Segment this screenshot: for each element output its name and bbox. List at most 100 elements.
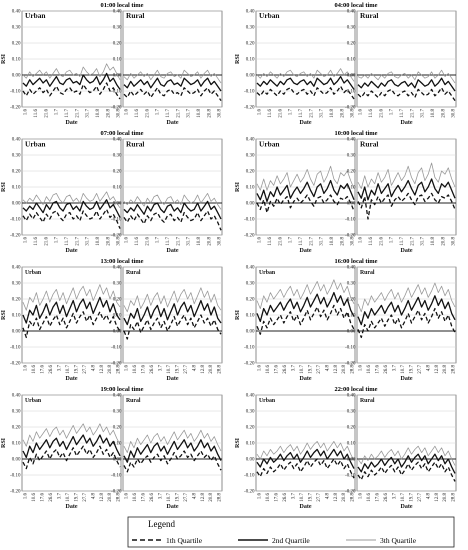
series-line-q2 [22, 434, 121, 459]
panel-label: Rural [126, 11, 144, 20]
x-tick-label: 10.6 [266, 365, 271, 374]
x-tick-label: 10.8 [431, 237, 436, 246]
x-tick-label: 10.7 [300, 493, 305, 502]
y-tick-label: 0.10 [246, 314, 255, 319]
y-tick-label: 0.00 [113, 458, 122, 463]
x-tick-label: 3.7 [393, 365, 398, 372]
panel-label: Rural [360, 140, 378, 149]
x-tick-label: 1.7 [156, 109, 161, 116]
series-line-q2 [357, 178, 456, 201]
x-tick-label: 19.7 [409, 493, 414, 502]
x-tick-label: 1.6 [125, 493, 130, 500]
x-tick-label: 1.6 [24, 493, 29, 500]
y-tick-label: 0.20 [113, 42, 122, 47]
series-line-q2 [256, 179, 355, 203]
x-tick-label: 10.6 [367, 365, 372, 374]
x-tick-label: 10.6 [32, 365, 37, 374]
x-tick-label: 20.8 [342, 493, 347, 502]
x-axis-label: Date [66, 376, 78, 382]
y-tick-label: 0.40 [347, 266, 356, 271]
x-axis-label: Date [401, 504, 413, 510]
y-tick-label: 0.30 [347, 410, 356, 415]
x-tick-label: 1.7 [55, 109, 60, 116]
y-tick-label: -0.20 [111, 234, 122, 239]
x-tick-label: 31.7 [320, 109, 325, 118]
series-line-q2 [123, 200, 222, 220]
x-tick-label: 28.8 [452, 365, 457, 374]
x-tick-label: 4.8 [426, 365, 431, 372]
x-tick-label: 11.6 [268, 237, 273, 246]
x-tick-label: 10.8 [330, 109, 335, 118]
x-tick-label: 20.8 [340, 237, 345, 246]
x-tick-label: 26.6 [150, 493, 155, 502]
panel-label: Urban [25, 398, 42, 404]
x-tick-label: 27.7 [418, 365, 423, 374]
y-tick-label: 0.00 [12, 458, 21, 463]
y-tick-label: 0.40 [246, 266, 255, 271]
x-tick-label: 10.6 [266, 493, 271, 502]
x-tick-label: 4.8 [91, 493, 96, 500]
x-tick-label: 19.7 [175, 365, 180, 374]
x-tick-label: 4.8 [325, 365, 330, 372]
y-tick-label: 0.20 [12, 170, 21, 175]
x-tick-label: 12.8 [435, 365, 440, 374]
series-line-q3 [22, 191, 121, 209]
y-tick-label: -0.10 [244, 218, 255, 223]
x-tick-label: 3.7 [292, 493, 297, 500]
series-line-q1 [123, 450, 222, 473]
x-tick-label: 4.8 [325, 493, 330, 500]
panel-label: Rural [126, 398, 141, 404]
series-line-q1 [256, 194, 355, 214]
panel-urban: 0.400.300.200.100.00-0.10-0.201.6 10.6 17.… [10, 266, 122, 382]
y-tick-label: 0.30 [246, 410, 255, 415]
y-tick-label: 0.10 [12, 442, 21, 447]
y-tick-label: 0.40 [113, 138, 122, 143]
panel-urban: 0.400.300.200.100.00-0.10-0.201.6 10.6 17.… [244, 266, 356, 382]
y-tick-label: 0.30 [113, 154, 122, 159]
x-tick-label: 10.6 [133, 365, 138, 374]
y-tick-label: -0.20 [111, 362, 122, 367]
chart-7: 19:00 local time0.400.300.200.100.00-0.1… [1, 386, 223, 510]
x-tick-label: 1.6 [24, 365, 29, 372]
x-tick-label: 10.6 [32, 493, 37, 502]
x-tick-label: 26.6 [283, 493, 288, 502]
x-tick-label: 20.8 [441, 109, 446, 118]
x-tick-label: 21.7 [75, 109, 80, 118]
series-line-q2 [256, 291, 355, 323]
x-axis-label: Date [300, 504, 312, 510]
y-tick-label: 0.30 [12, 154, 21, 159]
y-tick-label: -0.20 [244, 490, 255, 495]
x-tick-label: 4.8 [192, 365, 197, 372]
x-tick-label: 10.7 [401, 365, 406, 374]
legend-box [127, 516, 455, 548]
x-tick-label: 11.6 [34, 109, 39, 118]
x-tick-label: 21.7 [410, 237, 415, 246]
y-tick-label: -0.10 [111, 474, 122, 479]
panel-rural: 0.40 0.30 0.20 0.10 0.00 -0.10 -0.201.6 10.6 17.… [345, 394, 457, 510]
x-tick-label: 10.7 [401, 493, 406, 502]
x-tick-label: 20.8 [108, 493, 113, 502]
series-line-q1 [357, 461, 456, 482]
y-tick-label: -0.10 [345, 346, 356, 351]
y-tick-label: 0.20 [246, 170, 255, 175]
y-tick-label: 0.10 [113, 442, 122, 447]
series-line-q3 [357, 162, 456, 190]
y-axis-label: RSI [1, 437, 7, 448]
y-tick-label: 0.40 [113, 10, 122, 15]
y-tick-label: 0.30 [347, 282, 356, 287]
x-tick-label: 10.8 [96, 237, 101, 246]
x-tick-label: 3.7 [58, 493, 63, 500]
panel-label: Urban [259, 270, 276, 276]
y-tick-label: 0.00 [347, 202, 356, 207]
y-tick-label: 0.20 [12, 426, 21, 431]
series-line-q2 [123, 299, 222, 326]
panel-rural: 0.40 0.30 0.20 0.10 0.00 -0.10 -0.201.6 10.6 17.… [111, 266, 223, 382]
chart-title: 13:00 local time [101, 258, 144, 265]
x-tick-label: 12.8 [334, 365, 339, 374]
series-line-q2 [357, 453, 456, 474]
series-line-q3 [22, 423, 121, 447]
series-line-q2 [123, 439, 222, 463]
x-tick-label: 21.7 [75, 237, 80, 246]
x-tick-label: 1.6 [359, 365, 364, 372]
